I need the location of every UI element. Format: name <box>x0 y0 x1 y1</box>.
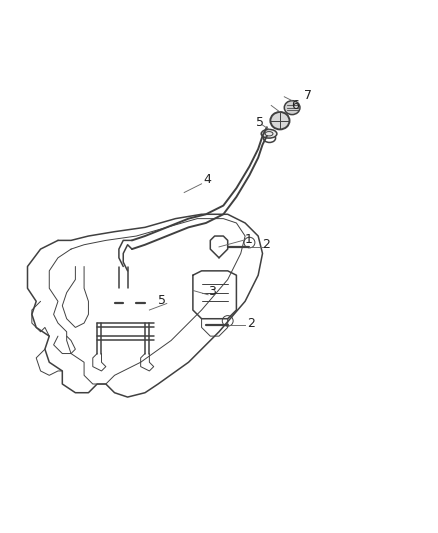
Text: 1: 1 <box>244 232 252 246</box>
Text: 3: 3 <box>208 285 216 298</box>
Ellipse shape <box>261 130 277 138</box>
Ellipse shape <box>284 101 300 115</box>
Text: 7: 7 <box>304 89 312 102</box>
Text: 6: 6 <box>291 99 299 112</box>
Text: 5: 5 <box>256 116 264 128</box>
Text: 2: 2 <box>262 238 270 251</box>
Text: 5: 5 <box>158 294 166 307</box>
Ellipse shape <box>270 112 290 130</box>
Text: 2: 2 <box>247 318 255 330</box>
Text: 4: 4 <box>203 173 211 186</box>
